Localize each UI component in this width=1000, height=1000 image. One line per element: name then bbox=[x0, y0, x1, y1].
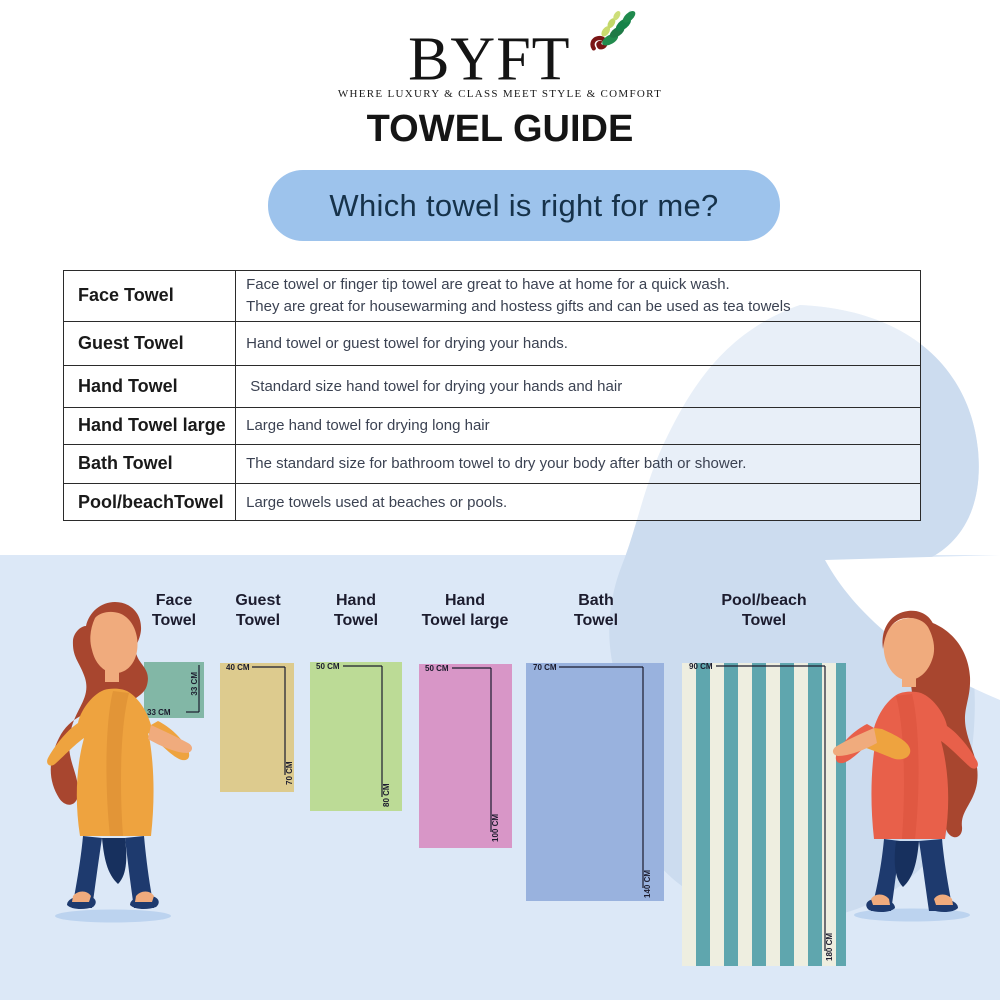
svg-text:33 CM: 33 CM bbox=[147, 708, 171, 717]
svg-text:180 CM: 180 CM bbox=[825, 933, 834, 961]
svg-text:70 CM: 70 CM bbox=[285, 761, 294, 785]
svg-text:80 CM: 80 CM bbox=[382, 783, 391, 807]
svg-text:70 CM: 70 CM bbox=[533, 663, 557, 672]
svg-text:140 CM: 140 CM bbox=[643, 870, 652, 898]
svg-text:50 CM: 50 CM bbox=[425, 664, 449, 673]
svg-text:90 CM: 90 CM bbox=[689, 662, 713, 671]
svg-text:100 CM: 100 CM bbox=[491, 814, 500, 842]
svg-text:33 CM: 33 CM bbox=[190, 672, 199, 696]
svg-text:50 CM: 50 CM bbox=[316, 662, 340, 671]
svg-text:40 CM: 40 CM bbox=[226, 663, 250, 672]
